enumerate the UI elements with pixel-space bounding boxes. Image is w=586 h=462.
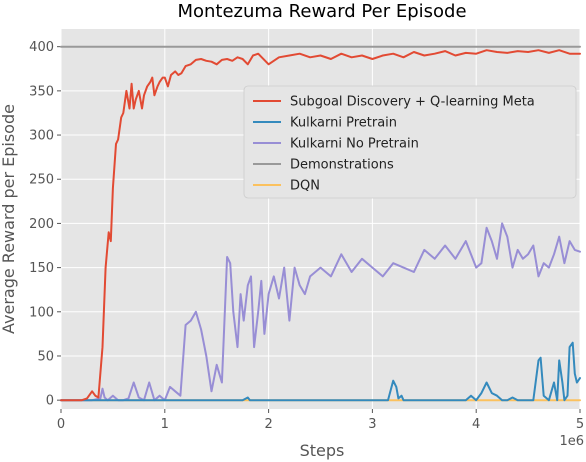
- x-tick-label: 1: [161, 417, 169, 432]
- x-axis-label: Steps: [300, 441, 345, 460]
- y-tick-label: 100: [29, 305, 54, 320]
- legend: Subgoal Discovery + Q-learning Meta Kulka…: [243, 85, 577, 199]
- y-tick-label: 200: [29, 217, 54, 232]
- y-tick-label: 300: [29, 129, 54, 144]
- x-tick-label: 3: [368, 417, 376, 432]
- legend-entry-label: Kulkarni Pretrain: [290, 116, 397, 131]
- y-tick-label: 350: [29, 84, 54, 99]
- chart-title: Montezuma Reward Per Episode: [177, 1, 466, 22]
- y-tick-label: 400: [29, 40, 54, 55]
- x-tick-label: 2: [264, 417, 272, 432]
- legend-box: [243, 85, 577, 199]
- legend-entry-label: DQN: [290, 179, 320, 194]
- legend-entry-label: Subgoal Discovery + Q-learning Meta: [290, 95, 535, 110]
- series-lines: [60, 45, 581, 402]
- x-axis-offset-label: 1e6: [559, 434, 584, 449]
- y-axis-label: Average Reward per Episode: [0, 104, 18, 334]
- x-axis-ticks: 0 1 2 3 4 5: [57, 409, 584, 432]
- y-tick-label: 250: [29, 173, 54, 188]
- x-tick-label: 0: [57, 417, 65, 432]
- y-tick-label: 150: [29, 261, 54, 276]
- legend-entry-label: Kulkarni No Pretrain: [290, 137, 419, 152]
- x-tick-label: 4: [472, 417, 480, 432]
- series-line-0: [60, 49, 581, 402]
- series-line-1: [60, 341, 581, 402]
- x-tick-label: 5: [576, 417, 584, 432]
- y-axis-ticks: 0 50 100 150 200 250 300 350 400: [29, 40, 61, 409]
- y-tick-label: 0: [46, 394, 54, 409]
- y-tick-label: 50: [37, 349, 54, 364]
- legend-entry-label: Demonstrations: [290, 158, 394, 173]
